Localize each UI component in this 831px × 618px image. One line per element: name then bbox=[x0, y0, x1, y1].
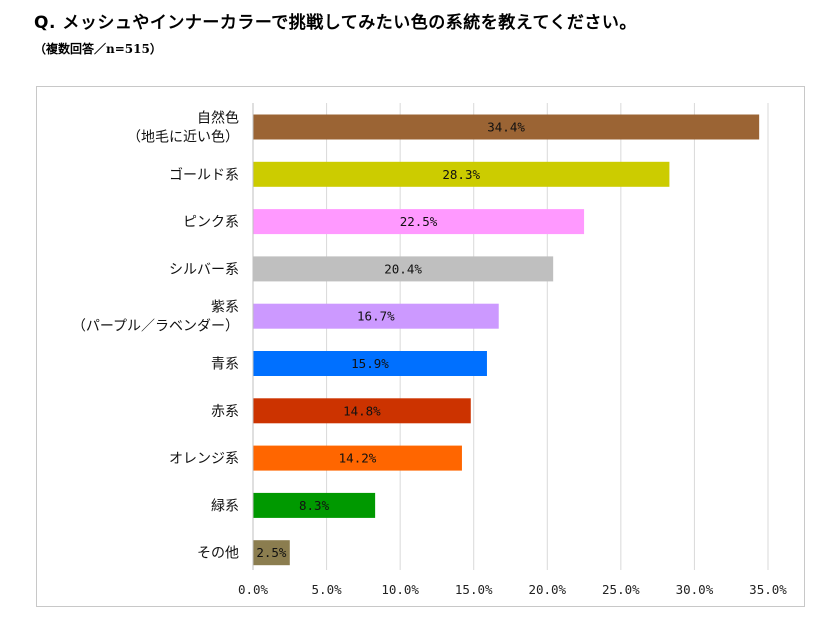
bar bbox=[253, 492, 376, 518]
category-label: 赤系 bbox=[211, 404, 239, 420]
x-tick-label: 10.0% bbox=[381, 582, 419, 597]
data-label: 16.7% bbox=[357, 309, 395, 324]
category-label: オレンジ系 bbox=[169, 451, 239, 467]
data-label: 20.4% bbox=[384, 261, 422, 276]
category-label: ピンク系 bbox=[183, 215, 239, 231]
bar bbox=[253, 398, 471, 424]
category-label: その他 bbox=[197, 546, 239, 562]
bar bbox=[253, 540, 290, 566]
x-tick-label: 15.0% bbox=[455, 582, 493, 597]
category-label: 青系 bbox=[211, 357, 239, 373]
x-tick-label: 5.0% bbox=[312, 582, 343, 597]
bar bbox=[253, 445, 462, 471]
data-label: 15.9% bbox=[351, 356, 389, 371]
category-label: 紫系 bbox=[211, 300, 239, 316]
data-label: 34.4% bbox=[487, 120, 525, 135]
x-tick-label: 25.0% bbox=[602, 582, 640, 597]
bar bbox=[253, 303, 499, 329]
data-label: 28.3% bbox=[442, 167, 480, 182]
x-tick-label: 0.0% bbox=[238, 582, 269, 597]
bar bbox=[253, 161, 670, 187]
x-tick-label: 35.0% bbox=[749, 582, 787, 597]
x-tick-label: 20.0% bbox=[528, 582, 566, 597]
category-label: 緑系 bbox=[211, 498, 239, 514]
category-label: （パープル／ラベンダー） bbox=[72, 319, 239, 335]
category-label: ゴールド系 bbox=[169, 166, 239, 183]
data-label: 22.5% bbox=[400, 214, 438, 229]
category-label: （地毛に近い色） bbox=[127, 129, 239, 146]
data-label: 14.8% bbox=[343, 403, 381, 418]
category-label: シルバー系 bbox=[169, 262, 239, 278]
bar bbox=[253, 114, 760, 140]
data-label: 14.2% bbox=[339, 451, 377, 466]
bar bbox=[253, 351, 487, 376]
chart-title: Q. メッシュやインナーカラーで挑戦してみたい色の系統を教えてください。 bbox=[34, 13, 637, 33]
data-label: 8.3% bbox=[299, 498, 330, 513]
chart-subtitle: （複数回答／n=515） bbox=[34, 42, 162, 56]
x-tick-label: 30.0% bbox=[676, 582, 714, 597]
data-label: 2.5% bbox=[256, 545, 287, 560]
bar bbox=[253, 256, 554, 282]
bar bbox=[253, 209, 585, 235]
category-label: 自然色 bbox=[197, 110, 239, 127]
